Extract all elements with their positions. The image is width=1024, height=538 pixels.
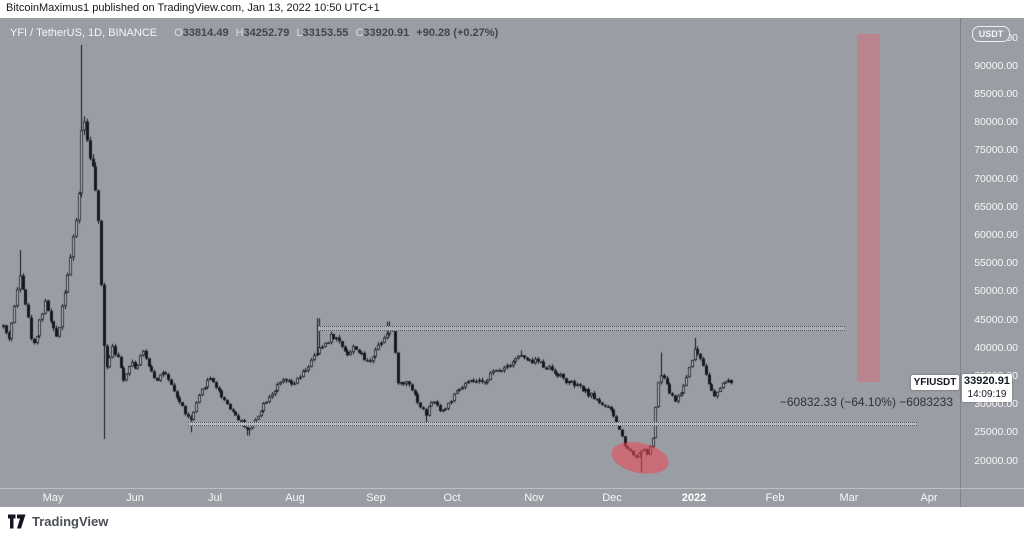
price-axis-label: 40000.00 xyxy=(974,341,1018,354)
attribution-text: BitcoinMaximus1 published on TradingView… xyxy=(6,2,380,14)
symbol-title: YFI / TetherUS, 1D, BINANCE xyxy=(10,27,158,39)
time-axis-label-may: May xyxy=(42,492,64,504)
attribution-bar: BitcoinMaximus1 published on TradingView… xyxy=(0,0,1024,18)
symbol-flag-label: YFIUSDT xyxy=(911,375,959,390)
price-axis-label: 50000.00 xyxy=(974,285,1018,298)
tradingview-logo[interactable]: TradingView xyxy=(8,514,108,529)
chart-legend: YFI / TetherUS, 1D, BINANCE O33814.49 H342… xyxy=(10,27,498,39)
resistance-line xyxy=(318,326,845,331)
time-axis-label-jun: Jun xyxy=(126,492,144,504)
tradingview-logo-icon xyxy=(8,514,26,529)
legend-ohlc-value: 34252.79 xyxy=(243,27,290,39)
candlestick-canvas[interactable] xyxy=(0,18,960,488)
time-axis-label-2022: 2022 xyxy=(681,492,707,504)
time-axis-label-dec: Dec xyxy=(602,492,622,504)
time-axis-label-feb: Feb xyxy=(765,492,785,504)
legend-ohlc-letter: H xyxy=(235,27,244,39)
tradingview-brand-text: TradingView xyxy=(32,514,109,529)
legend-ohlc: O33814.49 H34252.79 L33153.55 C33920.91 xyxy=(167,27,409,39)
legend-ohlc-letter: L xyxy=(296,27,303,39)
time-axis-label-oct: Oct xyxy=(443,492,461,504)
chart-region: YFI / TetherUS, 1D, BINANCE O33814.49 H342… xyxy=(0,18,1024,507)
price-axis-label: 75000.00 xyxy=(974,144,1018,157)
support-line xyxy=(188,422,917,426)
bar-countdown: 14:09:19 xyxy=(967,389,1007,400)
price-axis-label: 80000.00 xyxy=(974,116,1018,129)
time-axis-label-nov: Nov xyxy=(524,492,544,504)
time-axis-label-mar: Mar xyxy=(839,492,859,504)
price-axis-label: 20000.00 xyxy=(974,454,1018,467)
legend-ohlc-letter: O xyxy=(174,27,183,39)
legend-ohlc-value: 33920.91 xyxy=(363,27,410,39)
measurement-label: −60832.33 (−64.10%) −6083233 xyxy=(779,395,953,409)
time-axis[interactable]: May Jun Jul Aug Sep Oct Nov Dec 2022 Feb Mar Apr xyxy=(0,488,1024,507)
price-axis-label: 90000.00 xyxy=(974,59,1018,72)
legend-ohlc-letter: C xyxy=(355,27,364,39)
time-axis-label-aug: Aug xyxy=(285,492,305,504)
last-price: 33920.91 xyxy=(964,375,1010,387)
currency-toggle-button[interactable]: USDT xyxy=(972,26,1010,42)
last-price-box: 33920.91 14:09:19 xyxy=(962,374,1012,402)
legend-ohlc-value: 33153.55 xyxy=(302,27,349,39)
price-axis-label: 70000.00 xyxy=(974,172,1018,185)
price-axis-label: 55000.00 xyxy=(974,257,1018,270)
red-projection-zone xyxy=(857,34,880,382)
footer-bar: TradingView xyxy=(0,507,1024,538)
price-axis-label: 45000.00 xyxy=(974,313,1018,326)
legend-ohlc-value: 33814.49 xyxy=(182,27,229,39)
time-axis-label-jul: Jul xyxy=(207,492,223,504)
price-axis-label: 85000.00 xyxy=(974,87,1018,100)
time-axis-label-sep: Sep xyxy=(366,492,386,504)
legend-change: +90.28 (+0.27%) xyxy=(416,27,499,39)
axis-corner-separator xyxy=(960,489,961,507)
price-axis-label: 65000.00 xyxy=(974,200,1018,213)
price-axis[interactable]: 20000.0025000.0030000.0035000.0040000.00… xyxy=(960,18,1024,488)
price-axis-label: 60000.00 xyxy=(974,228,1018,241)
time-axis-label-apr: Apr xyxy=(920,492,938,504)
price-axis-label: 25000.00 xyxy=(974,426,1018,439)
